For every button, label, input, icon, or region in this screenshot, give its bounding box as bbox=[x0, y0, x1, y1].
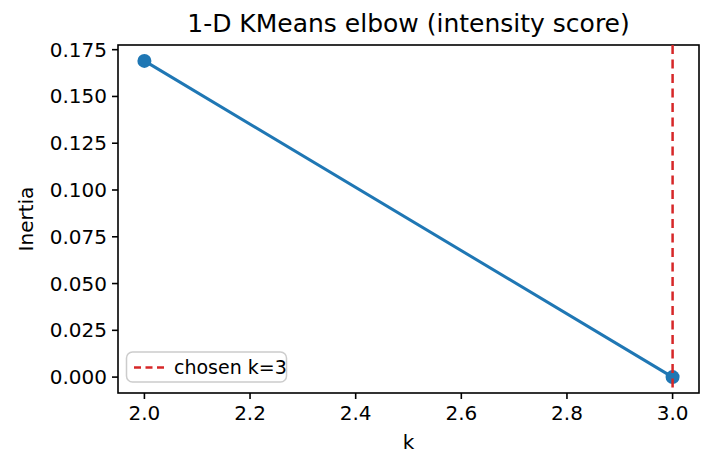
chart-title: 1-D KMeans elbow (intensity score) bbox=[187, 9, 630, 38]
y-tick-label: 0.025 bbox=[50, 318, 107, 342]
y-tick-label: 0.075 bbox=[50, 225, 107, 249]
y-tick-label: 0.100 bbox=[50, 178, 107, 202]
data-point-marker bbox=[137, 54, 151, 68]
x-tick-label: 3.0 bbox=[657, 401, 689, 425]
legend-label: chosen k=3 bbox=[174, 356, 287, 378]
series-layer bbox=[137, 54, 679, 384]
y-tick-label: 0.125 bbox=[50, 131, 107, 155]
x-tick-label: 2.8 bbox=[551, 401, 583, 425]
x-axis-label: k bbox=[403, 430, 415, 454]
y-tick-label: 0.175 bbox=[50, 38, 107, 62]
y-tick-label: 0.150 bbox=[50, 84, 107, 108]
y-tick-label: 0.050 bbox=[50, 272, 107, 296]
y-tick-label: 0.000 bbox=[50, 365, 107, 389]
x-axis-ticks: 2.0 2.2 2.4 2.6 2.8 3.0 bbox=[129, 393, 689, 425]
y-axis-ticks: 0.000 0.025 0.050 0.075 0.100 0.125 0.150 0.175 bbox=[50, 38, 118, 389]
y-axis-label: Inertia bbox=[14, 187, 38, 252]
x-tick-label: 2.2 bbox=[234, 401, 266, 425]
x-tick-label: 2.0 bbox=[129, 401, 161, 425]
x-tick-label: 2.6 bbox=[445, 401, 477, 425]
figure: 2.02.22.42.62.83.0 0.0000.0250.0500.0750… bbox=[0, 0, 713, 470]
legend: chosen k=3 bbox=[127, 352, 287, 382]
x-tick-label: 2.4 bbox=[340, 401, 372, 425]
inertia-line bbox=[144, 61, 672, 377]
elbow-chart: 2.02.22.42.62.83.0 0.0000.0250.0500.0750… bbox=[0, 0, 713, 470]
